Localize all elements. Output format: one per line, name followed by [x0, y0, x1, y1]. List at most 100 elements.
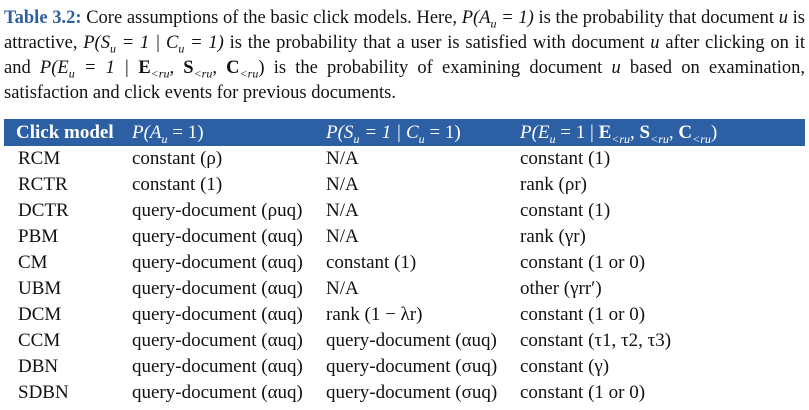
cell-attractiveness: query-document (αuq) — [132, 304, 303, 325]
caption-text: is attractive, — [4, 8, 805, 53]
cell-model: CCM — [18, 330, 61, 351]
header-math: ) — [710, 122, 718, 143]
cell-attractiveness: query-document (αuq) — [132, 356, 303, 377]
caption-math: P(E — [39, 58, 69, 78]
table-row: CM query-document (αuq) constant (1) con… — [4, 250, 805, 276]
table-row: UBM query-document (αuq) N/A other (γrr′… — [4, 276, 805, 302]
header-sub: u — [549, 131, 556, 146]
header-math: = 1 | C — [359, 122, 419, 143]
caption-math-bold: C — [226, 58, 240, 78]
caption-sub: u — [109, 41, 116, 56]
header-math: , — [630, 122, 640, 143]
cell-satisfaction: N/A — [326, 200, 359, 221]
header-math: P(E — [520, 122, 550, 143]
table-row: DCM query-document (αuq) rank (1 − λr) c… — [4, 302, 805, 328]
cell-attractiveness: query-document (αuq) — [132, 226, 303, 247]
cell-model: PBM — [18, 226, 59, 247]
cell-examination: constant (1 or 0) — [520, 304, 646, 325]
cell-examination: constant (1) — [520, 148, 611, 169]
caption-text: is the probability that a user is satisf… — [223, 33, 651, 53]
caption-text-2: is the probability that document — [533, 8, 779, 28]
cell-satisfaction: N/A — [326, 278, 359, 299]
caption-text: is the probability of examining document — [264, 58, 612, 78]
cell-satisfaction: query-document (σuq) — [326, 382, 498, 403]
caption-sub: <r — [193, 66, 207, 81]
header-sub: u — [704, 131, 711, 146]
cell-examination: constant (1 or 0) — [520, 252, 646, 273]
cell-model: DBN — [18, 356, 59, 377]
table-row: RCM constant (ρ) N/A constant (1) — [4, 146, 805, 172]
caption-sub: u — [178, 41, 185, 56]
caption-math-bold: E — [138, 58, 151, 78]
header-math-bold: E — [598, 122, 612, 143]
cell-satisfaction: query-document (σuq) — [326, 356, 498, 377]
cell-attractiveness: query-document (αuq) — [132, 382, 303, 403]
header-sub: <r — [611, 131, 625, 146]
cell-attractiveness: query-document (αuq) — [132, 330, 303, 351]
cell-examination: rank (γr) — [520, 226, 586, 247]
caption-sub: u — [163, 66, 170, 81]
header-sub: u — [662, 131, 669, 146]
cell-satisfaction: N/A — [326, 148, 359, 169]
caption-math: u — [778, 8, 788, 28]
cell-attractiveness: query-document (ρuq) — [132, 200, 303, 221]
cell-examination: constant (τ1, τ2, τ3) — [520, 330, 672, 351]
header-math: P(S — [326, 122, 354, 143]
caption-math: P(S — [83, 33, 110, 53]
caption-math-pa: P(A — [461, 8, 491, 28]
header-math: = 1 | — [555, 122, 599, 143]
cell-satisfaction: constant (1) — [326, 252, 417, 273]
caption-label: Table 3.2: — [4, 8, 82, 28]
caption-sub: u — [68, 66, 75, 81]
cell-model: DCTR — [18, 200, 69, 221]
cell-satisfaction: rank (1 − λr) — [326, 304, 423, 325]
caption-sub: <r — [239, 66, 253, 81]
table-header-row: Click model P(Au = 1) P(Su = 1 | Cu = 1)… — [4, 119, 805, 146]
header-math-bold: S — [639, 122, 651, 143]
table-row: RCTR constant (1) N/A rank (ρr) — [4, 172, 805, 198]
table-row: SDBN query-document (αuq) query-document… — [4, 380, 805, 406]
cell-attractiveness: query-document (αuq) — [132, 278, 303, 299]
table-row: DCTR query-document (ρuq) N/A constant (… — [4, 198, 805, 224]
caption-sub: u — [252, 66, 259, 81]
cell-examination: rank (ρr) — [520, 174, 587, 195]
header-click-model: Click model — [16, 122, 114, 143]
header-sub: u — [161, 131, 168, 146]
cell-attractiveness: constant (ρ) — [132, 148, 223, 169]
cell-model: SDBN — [18, 382, 69, 403]
caption-text-1: Core assumptions of the basic click mode… — [86, 8, 462, 28]
caption-math: = 1) — [184, 33, 224, 53]
table-row: PBM query-document (αuq) N/A rank (γr) — [4, 224, 805, 250]
cell-examination: other (γrr′) — [520, 278, 602, 299]
caption-text: based on examination, satisfaction and c… — [4, 58, 806, 103]
cell-model: CM — [18, 252, 48, 273]
header-sub: u — [624, 131, 631, 146]
table-row: DBN query-document (αuq) query-document … — [4, 354, 805, 380]
cell-model: UBM — [18, 278, 62, 299]
caption-math: ) — [258, 58, 265, 78]
cell-satisfaction: N/A — [326, 226, 359, 247]
caption-text: after clicking on it and — [4, 33, 805, 78]
caption-math: = 1 | — [74, 58, 139, 78]
cell-examination: constant (1) — [520, 200, 611, 221]
cell-attractiveness: constant (1) — [132, 174, 223, 195]
table-caption: Table 3.2: Core assumptions of the basic… — [4, 6, 805, 106]
header-math: = 1) — [424, 122, 461, 143]
cell-model: RCM — [18, 148, 61, 169]
caption-sub: u — [490, 16, 497, 31]
table-row: CCM query-document (αuq) query-document … — [4, 328, 805, 354]
cell-attractiveness: query-document (αuq) — [132, 252, 303, 273]
header-sub: u — [353, 131, 360, 146]
caption-math: u — [611, 58, 621, 78]
caption-math: , — [212, 58, 227, 78]
header-math: = 1) — [167, 122, 204, 143]
cell-satisfaction: N/A — [326, 174, 359, 195]
caption-math: = 1) — [496, 8, 534, 28]
header-math: , — [668, 122, 679, 143]
caption-sub: <r — [150, 66, 164, 81]
cell-model: DCM — [18, 304, 62, 325]
cell-examination: constant (1 or 0) — [520, 382, 646, 403]
cell-examination: constant (γ) — [520, 356, 610, 377]
caption-math: , — [169, 58, 184, 78]
caption-math: = 1 | C — [115, 33, 179, 53]
